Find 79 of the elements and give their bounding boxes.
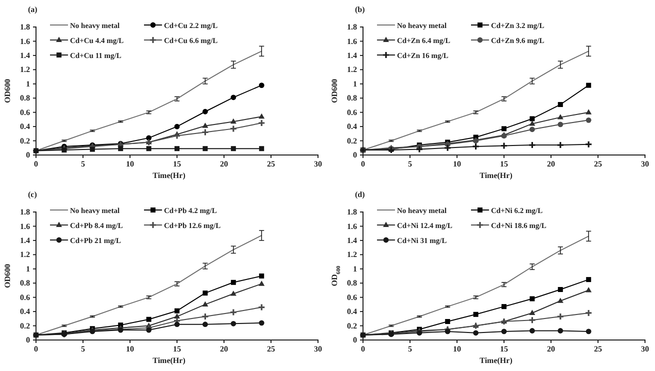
y-tick-label: 0.8 <box>20 278 30 288</box>
y-tick-label: 1.8 <box>347 22 357 32</box>
chart-title: (c) <box>28 190 38 199</box>
x-tick-label: 5 <box>81 344 85 354</box>
y-tick-label: 0.2 <box>20 136 30 146</box>
x-tick-label: 5 <box>81 160 85 169</box>
y-tick-label: 1.8 <box>347 208 357 217</box>
y-tick-label: 0.2 <box>347 321 357 330</box>
x-tick-label: 25 <box>267 160 275 169</box>
y-axis-title: OD600 <box>3 264 12 288</box>
x-axis-title: Time(Hr) <box>480 356 513 365</box>
y-tick-label: 1.6 <box>20 36 30 46</box>
x-tick-label: 20 <box>547 160 555 169</box>
y-tick-label: 0 <box>353 150 357 160</box>
chart-title: (a) <box>28 5 38 14</box>
x-tick-label: 0 <box>34 344 38 354</box>
y-tick-label: 1 <box>26 264 30 274</box>
y-tick-label: 0.4 <box>347 307 357 316</box>
y-tick-label: 1 <box>353 264 357 274</box>
x-tick-label: 10 <box>126 160 134 169</box>
x-tick-label: 15 <box>173 160 181 169</box>
x-tick-label: 30 <box>314 160 322 169</box>
y-tick-label: 1.8 <box>20 22 30 32</box>
y-tick-label: 0.2 <box>347 136 357 146</box>
x-axis-title: Time(Hr) <box>480 171 513 180</box>
y-tick-label: 1 <box>26 79 30 88</box>
y-tick-label: 0.4 <box>20 307 30 316</box>
x-tick-label: 20 <box>547 344 555 354</box>
y-tick-label: 0.2 <box>20 321 30 330</box>
chart-title: (b) <box>355 5 366 14</box>
x-axis-title: Time(Hr) <box>152 171 186 180</box>
y-tick-label: 1 <box>353 79 357 88</box>
x-tick-label: 10 <box>453 160 461 169</box>
y-tick-label: 0.8 <box>347 278 357 288</box>
y-tick-label: 0.6 <box>20 292 30 302</box>
x-tick-label: 15 <box>173 344 181 354</box>
x-tick-label: 20 <box>220 160 228 169</box>
y-tick-label: 1.4 <box>347 236 357 246</box>
x-tick-label: 30 <box>314 344 322 354</box>
x-tick-label: 15 <box>500 344 508 354</box>
y-tick-label: 0 <box>26 150 30 160</box>
y-axis-title: OD600 <box>330 79 339 103</box>
y-axis-title: OD600 <box>3 79 12 103</box>
y-tick-label: 1.2 <box>347 250 357 260</box>
x-tick-label: 0 <box>34 160 38 169</box>
chart-title: (d) <box>355 190 366 199</box>
y-tick-label: 1.4 <box>20 236 30 246</box>
x-tick-label: 0 <box>361 160 365 169</box>
y-tick-label: 0.4 <box>20 122 30 132</box>
x-tick-label: 10 <box>126 344 134 354</box>
x-tick-label: 25 <box>267 344 275 354</box>
x-tick-label: 5 <box>408 344 412 354</box>
y-tick-label: 1.6 <box>347 222 357 231</box>
x-tick-label: 30 <box>641 160 649 169</box>
y-tick-label: 0.6 <box>347 292 357 302</box>
y-tick-label: 0.4 <box>347 122 357 132</box>
x-tick-label: 5 <box>408 160 412 169</box>
y-tick-label: 0.6 <box>20 108 30 117</box>
y-tick-label: 0.6 <box>347 108 357 117</box>
y-tick-label: 0.8 <box>20 94 30 103</box>
y-tick-label: 1.4 <box>20 51 30 60</box>
y-tick-label: 0 <box>353 336 357 345</box>
x-tick-label: 10 <box>453 344 461 354</box>
y-tick-label: 1.6 <box>347 36 357 46</box>
x-axis-title: Time(Hr) <box>152 356 186 365</box>
y-tick-label: 1.8 <box>20 208 30 217</box>
y-tick-label: 1.4 <box>347 51 357 60</box>
x-tick-label: 25 <box>594 344 602 354</box>
y-tick-label: 1.6 <box>20 222 30 231</box>
x-tick-label: 0 <box>361 344 365 354</box>
y-tick-label: 0.8 <box>347 94 357 103</box>
x-tick-label: 25 <box>594 160 602 169</box>
x-tick-label: 30 <box>641 344 649 354</box>
x-tick-label: 15 <box>500 160 508 169</box>
y-tick-label: 1.2 <box>347 65 357 74</box>
y-tick-label: 0 <box>26 336 30 345</box>
y-tick-label: 1.2 <box>20 250 30 260</box>
x-tick-label: 20 <box>220 344 228 354</box>
y-tick-label: 1.2 <box>20 65 30 74</box>
